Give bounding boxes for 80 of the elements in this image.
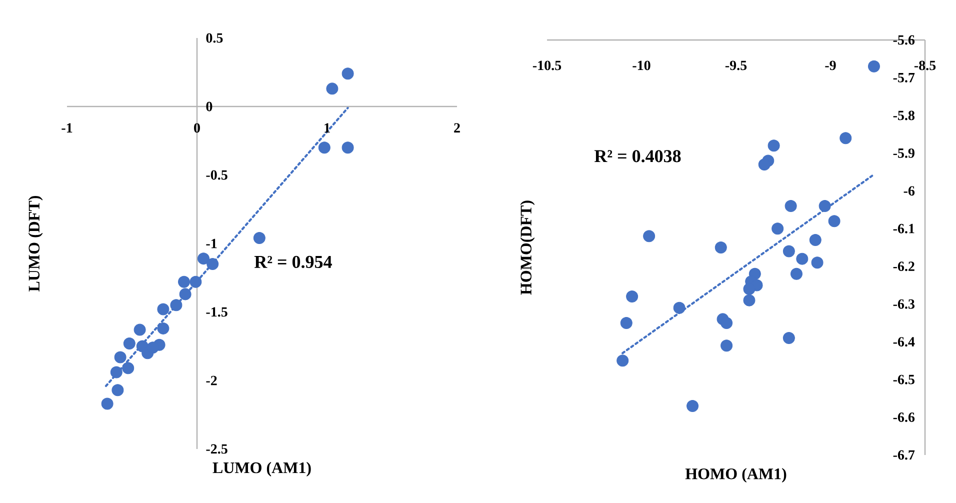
point: [782, 332, 795, 344]
point: [796, 252, 808, 265]
y-tick-label: -1: [206, 238, 217, 248]
y-tick-label: 0.5: [206, 33, 223, 43]
point: [620, 316, 632, 329]
y-tick-label: -6.1: [893, 224, 914, 234]
point: [868, 60, 880, 72]
point: [768, 140, 780, 152]
annotation: R² = 0.4038: [594, 150, 681, 162]
y-tick-label: 0: [206, 102, 212, 112]
y-tick-label: -6.6: [893, 412, 915, 422]
x-tick-label: 0: [194, 123, 200, 133]
point: [110, 366, 122, 378]
point: [190, 276, 202, 288]
point: [122, 362, 134, 374]
y-tick-label: -6.4: [893, 337, 915, 347]
x-tick-label: 2: [454, 123, 460, 132]
point: [114, 351, 126, 364]
x-tick-label: -10: [632, 60, 650, 70]
point: [811, 256, 824, 269]
point: [134, 324, 146, 336]
x-axis-title: LUMO (AM1): [212, 462, 311, 476]
point: [758, 158, 770, 170]
y-tick-label: -6.7: [893, 450, 915, 460]
y-tick-label: -2: [206, 376, 217, 386]
x-tick-label: 1: [324, 123, 330, 132]
point: [818, 200, 831, 212]
y-tick-label: -5.7: [893, 73, 915, 82]
point: [112, 384, 124, 396]
y-tick-label: -5.8: [893, 110, 914, 120]
point: [178, 276, 190, 288]
point: [714, 241, 727, 254]
y-tick-label: -5.6: [893, 35, 915, 45]
point: [146, 342, 159, 354]
point: [643, 230, 656, 242]
x-axis-title: HOMO (AM1): [685, 468, 786, 483]
point: [198, 252, 210, 265]
x-tick-label: -9: [825, 60, 836, 70]
point: [616, 354, 629, 367]
point: [326, 82, 338, 95]
point: [170, 299, 182, 312]
point: [772, 222, 784, 235]
x-tick-label: -8.5: [914, 60, 936, 70]
point: [318, 142, 330, 154]
y-tick-label: -5.9: [893, 148, 914, 158]
point: [743, 282, 756, 295]
x-tick-label: -1: [62, 123, 72, 132]
point: [673, 302, 686, 314]
point: [790, 268, 802, 280]
point: [101, 398, 114, 410]
point: [123, 338, 136, 350]
x-tick-label: -10.5: [532, 60, 562, 70]
y-tick-label: -6.3: [893, 299, 914, 309]
point: [828, 215, 840, 228]
y-tick-label: -2.5: [206, 444, 228, 454]
y-tick-label: -6: [904, 186, 915, 196]
point: [720, 316, 733, 329]
annotation: R² = 0.954: [254, 256, 332, 268]
y-tick-label: -6.2: [893, 262, 914, 272]
y-axis-title: HOMO(DFT): [520, 200, 535, 295]
point: [179, 288, 192, 300]
point: [626, 290, 638, 303]
y-axis-title: LUMO (DFT): [28, 196, 43, 292]
point: [782, 245, 795, 258]
y-tick-label: -0.5: [206, 170, 228, 180]
point: [342, 142, 354, 154]
point: [157, 303, 170, 316]
x-tick-label: -9.5: [725, 60, 747, 70]
y-tick-label: -1.5: [206, 307, 228, 317]
point: [686, 400, 699, 412]
point: [840, 132, 852, 144]
point: [253, 232, 266, 244]
point: [809, 234, 822, 246]
point: [206, 258, 219, 270]
point: [784, 200, 797, 212]
point: [720, 340, 733, 352]
y-tick-label: -6.5: [893, 374, 914, 384]
point: [157, 322, 170, 334]
point: [743, 294, 756, 306]
point: [342, 68, 354, 80]
